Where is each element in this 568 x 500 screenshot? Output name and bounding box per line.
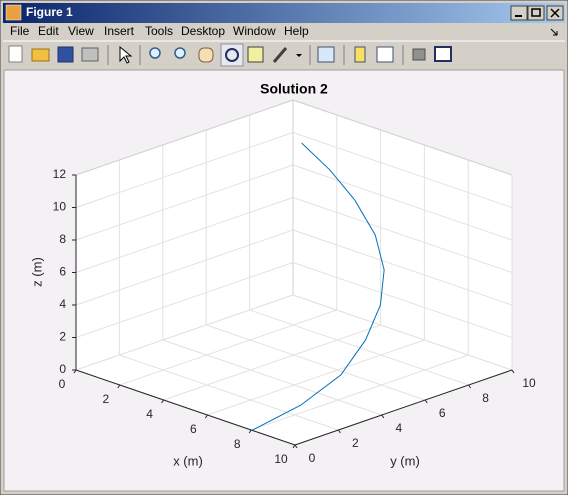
grid-line <box>119 309 337 386</box>
x-tick <box>117 384 121 389</box>
menu-item[interactable]: Help <box>284 24 309 38</box>
rotate-button[interactable] <box>220 43 244 67</box>
grid-line <box>163 324 381 401</box>
z-axis-label: z (m) <box>29 257 44 287</box>
y-tick <box>381 414 385 419</box>
y-axis-line <box>294 369 513 446</box>
grid-line <box>75 164 294 241</box>
grid-line <box>292 262 513 338</box>
zoom-out-icon[interactable] <box>174 47 186 59</box>
z-tick-label: 2 <box>59 330 66 344</box>
z-tick-label: 8 <box>59 232 66 246</box>
y-tick-label: 2 <box>352 436 359 450</box>
chart-title: Solution 2 <box>260 81 328 97</box>
x-tick-label: 2 <box>102 392 109 406</box>
y-tick <box>424 399 428 404</box>
pan-icon[interactable] <box>198 47 214 63</box>
select-icon[interactable] <box>119 45 133 64</box>
rotate-icon <box>225 48 239 62</box>
x-tick-label: 10 <box>274 452 288 466</box>
z-tick-label: 4 <box>59 297 66 311</box>
toolbar <box>8 43 452 67</box>
grid-line <box>292 294 513 371</box>
z-tick-label: 10 <box>53 200 67 214</box>
menu-item[interactable]: Tools <box>145 24 173 38</box>
minimize-glyph <box>515 15 522 17</box>
curve <box>252 142 385 431</box>
app-icon <box>5 4 22 21</box>
close-glyph <box>550 8 560 18</box>
x-axis-line <box>75 369 296 446</box>
y-tick-label: 8 <box>482 391 489 405</box>
box-edge <box>292 99 513 176</box>
save-icon[interactable] <box>57 46 74 63</box>
dock-arrow[interactable] <box>550 28 558 36</box>
title-bar <box>3 3 565 23</box>
y-tick <box>337 429 341 434</box>
x-tick-label: 8 <box>234 437 241 451</box>
x-tick <box>204 414 208 419</box>
z-tick-label: 0 <box>59 362 66 376</box>
x-tick <box>248 429 252 434</box>
grid-line <box>292 164 513 241</box>
axes: 0 2 4 6 8 10 0 2 4 6 8 10 0 2 4 6 8 10 12 <box>53 99 536 466</box>
z-tick-label: 12 <box>53 167 67 181</box>
minimize-button[interactable] <box>510 5 528 21</box>
maximize-button[interactable] <box>527 5 545 21</box>
x-tick-label: 0 <box>59 377 66 391</box>
window-title: Figure 1 <box>26 5 73 19</box>
colorbar-icon[interactable] <box>354 46 366 63</box>
grid-line <box>206 324 426 401</box>
x-axis-label: x (m) <box>173 453 203 468</box>
zoom-in-icon[interactable] <box>149 47 161 59</box>
grid-line <box>292 197 513 273</box>
y-tick <box>294 444 298 449</box>
grid-line <box>75 229 294 306</box>
brush-dropdown[interactable] <box>296 54 302 57</box>
print-icon[interactable] <box>81 47 99 62</box>
grid-line <box>292 132 513 208</box>
y-tick-label: 4 <box>395 421 402 435</box>
menu-item[interactable]: Desktop <box>181 24 225 38</box>
x-tick-label: 4 <box>146 407 153 421</box>
menu-item[interactable]: File <box>10 24 30 38</box>
menu-item[interactable]: Insert <box>104 24 135 38</box>
grid-line <box>75 262 294 338</box>
grid-line <box>75 197 294 273</box>
z-tick-label: 6 <box>59 265 66 279</box>
y-tick-label: 10 <box>522 376 536 390</box>
menu-item[interactable]: Window <box>233 24 276 38</box>
grid-line <box>75 132 294 208</box>
grid-line <box>292 229 513 306</box>
y-axis-label: y (m) <box>390 453 420 468</box>
hide-tools-icon[interactable] <box>412 48 426 61</box>
grid-line <box>207 339 425 416</box>
x-tick <box>161 399 165 404</box>
y-tick-label: 0 <box>309 451 316 465</box>
grid-line <box>75 294 294 371</box>
grid-line <box>251 354 469 431</box>
box-edge <box>75 99 294 176</box>
show-tools-icon[interactable] <box>434 46 452 62</box>
y-tick <box>468 384 472 389</box>
legend-icon[interactable] <box>376 46 394 63</box>
y-tick-label: 6 <box>439 406 446 420</box>
y-tick <box>511 369 515 374</box>
grid-line <box>249 309 469 386</box>
link-icon[interactable] <box>317 46 335 63</box>
window-buttons <box>510 5 564 21</box>
grid-line <box>162 339 382 416</box>
open-icon[interactable] <box>31 48 50 62</box>
menu-item[interactable]: View <box>68 24 94 38</box>
new-icon[interactable] <box>8 45 23 63</box>
menu-bar: File Edit View Insert Tools Desktop Window Help <box>10 24 309 38</box>
maximize-glyph <box>531 8 541 17</box>
datacursor-icon[interactable] <box>247 46 264 63</box>
menu-item[interactable]: Edit <box>38 24 59 38</box>
x-tick <box>292 444 296 449</box>
x-tick-label: 6 <box>190 422 197 436</box>
brush-icon[interactable] <box>272 47 288 63</box>
grid-line <box>119 354 339 431</box>
